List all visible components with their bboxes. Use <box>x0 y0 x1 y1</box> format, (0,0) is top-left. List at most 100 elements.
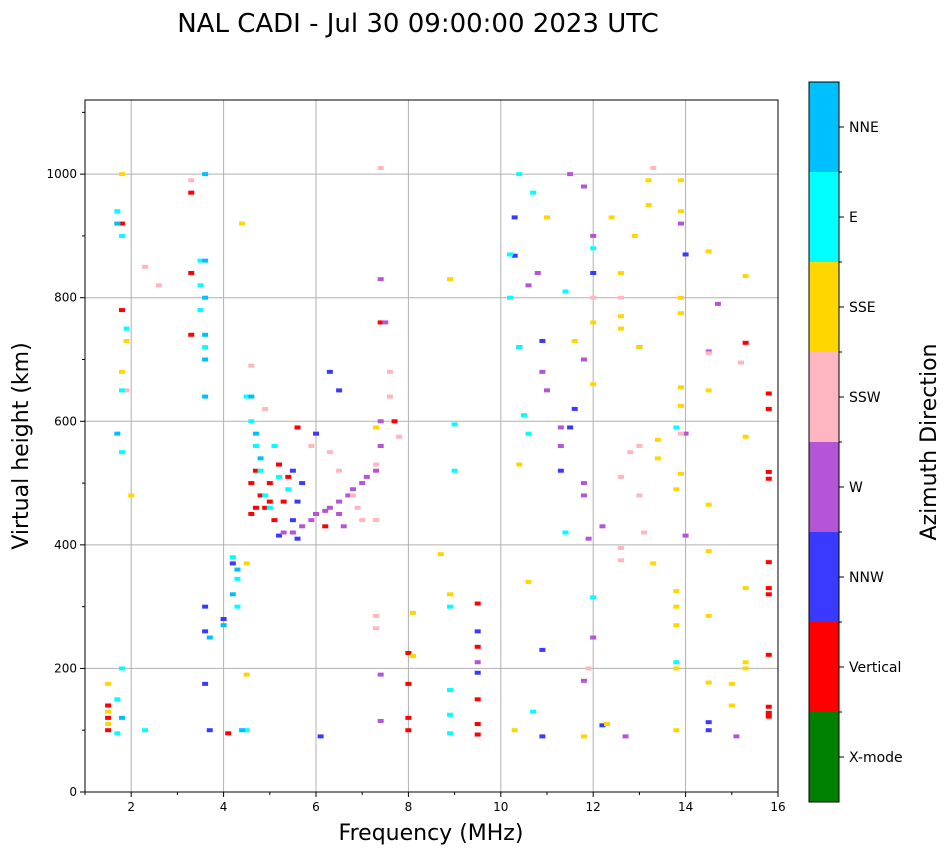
data-point-sse <box>617 271 624 275</box>
data-point-e <box>248 419 255 424</box>
data-point-sse <box>446 592 453 597</box>
data-point-vertical <box>405 681 412 686</box>
data-point-e <box>673 660 680 665</box>
y-tick-label: 400 <box>54 538 77 552</box>
data-point-ssw <box>641 530 648 535</box>
data-point-nnw <box>317 734 324 739</box>
data-point-e <box>507 252 514 257</box>
data-point-e <box>562 530 569 535</box>
data-point-sse <box>705 549 712 554</box>
data-point-ssw <box>123 388 130 393</box>
y-axis-label: Virtual height (km) <box>9 342 34 549</box>
data-point-e <box>114 697 121 702</box>
data-point-sse <box>617 326 624 331</box>
y-axis-ticks: 0 200 400 600 800 1000 <box>46 111 85 799</box>
data-point-vertical <box>248 511 255 516</box>
data-point-ssw <box>636 493 643 498</box>
data-point-w <box>377 444 384 448</box>
data-point-sse <box>705 388 712 393</box>
data-point-nne <box>202 394 209 399</box>
data-point-sse <box>677 385 684 390</box>
data-point-nnw <box>599 723 606 728</box>
data-point-nnw <box>705 728 712 733</box>
data-point-sse <box>645 203 652 208</box>
data-point-w <box>677 221 684 226</box>
y-tick-label: 0 <box>69 785 77 799</box>
data-point-sse <box>705 502 712 507</box>
data-point-nnw <box>294 499 301 504</box>
data-point-w <box>585 536 592 541</box>
data-point-w <box>326 505 333 510</box>
data-point-ssw <box>617 545 624 550</box>
data-point-e <box>516 172 523 177</box>
data-point-ssw <box>396 434 403 439</box>
data-point-w <box>382 320 389 325</box>
data-point-sse <box>410 654 417 659</box>
data-point-e <box>118 450 125 455</box>
data-point-w <box>733 734 740 739</box>
data-point-e <box>197 283 204 288</box>
data-point-vertical <box>285 474 292 479</box>
data-point-e <box>562 289 569 294</box>
data-point-nnw <box>539 338 546 343</box>
colorbar-swatch <box>809 622 839 712</box>
data-point-vertical <box>391 419 398 424</box>
data-point-nnw <box>474 670 481 675</box>
data-point-nne <box>202 172 209 177</box>
y-tick-label: 1000 <box>46 167 77 181</box>
colorbar-swatch <box>809 172 839 262</box>
data-point-vertical <box>118 221 125 226</box>
colorbar-label-sse: SSE <box>849 300 876 316</box>
data-point-nnw <box>202 629 209 634</box>
data-point-vertical <box>474 732 481 737</box>
data-point-nne <box>118 715 125 720</box>
data-point-vertical <box>377 320 384 325</box>
data-point-e <box>525 431 532 436</box>
data-point-sse <box>677 311 684 316</box>
data-point-w <box>580 184 587 189</box>
data-point-vertical <box>765 704 772 709</box>
data-point-sse <box>673 487 680 492</box>
data-point-nnw <box>705 720 712 725</box>
data-point-w <box>345 493 352 498</box>
data-point-w <box>682 533 689 538</box>
data-point-e <box>114 731 121 736</box>
data-point-vertical <box>294 425 301 430</box>
grid-lines <box>85 100 778 792</box>
data-point-ssw <box>677 431 684 436</box>
x-tick-label: 4 <box>220 800 228 814</box>
data-point-w <box>580 481 587 486</box>
data-point-e <box>243 728 250 733</box>
x-tick-label: 8 <box>405 800 413 814</box>
data-point-sse <box>239 221 246 226</box>
data-point-sse <box>631 233 638 238</box>
data-point-w <box>590 635 597 640</box>
data-point-e <box>530 709 537 714</box>
data-point-e <box>257 468 264 473</box>
data-point-w <box>313 511 319 516</box>
data-point-e <box>516 345 523 350</box>
data-point-nnw <box>511 253 518 258</box>
colorbar-swatch <box>809 532 839 622</box>
data-point-sse <box>705 613 712 618</box>
data-point-w <box>474 660 481 665</box>
data-point-vertical <box>276 462 283 467</box>
colorbar-frame <box>808 81 840 803</box>
data-point-sse <box>673 589 680 594</box>
colorbar-label-vertical: Vertical <box>849 660 901 676</box>
data-point-vertical <box>405 728 412 733</box>
data-point-vertical <box>405 715 412 720</box>
data-point-nne <box>239 728 246 733</box>
data-point-w <box>289 530 296 535</box>
data-point-nne <box>202 332 209 337</box>
data-point-nnw <box>202 604 209 609</box>
x-tick-label: 12 <box>586 800 601 814</box>
data-point-vertical <box>765 476 772 481</box>
data-point-vertical <box>105 715 112 720</box>
data-point-sse <box>673 623 680 628</box>
data-point-sse <box>677 403 684 408</box>
data-point-e <box>446 731 453 736</box>
colorbar-label-nne: NNE <box>849 120 879 136</box>
data-point-vertical <box>765 652 772 657</box>
colorbar-swatch <box>809 712 839 802</box>
